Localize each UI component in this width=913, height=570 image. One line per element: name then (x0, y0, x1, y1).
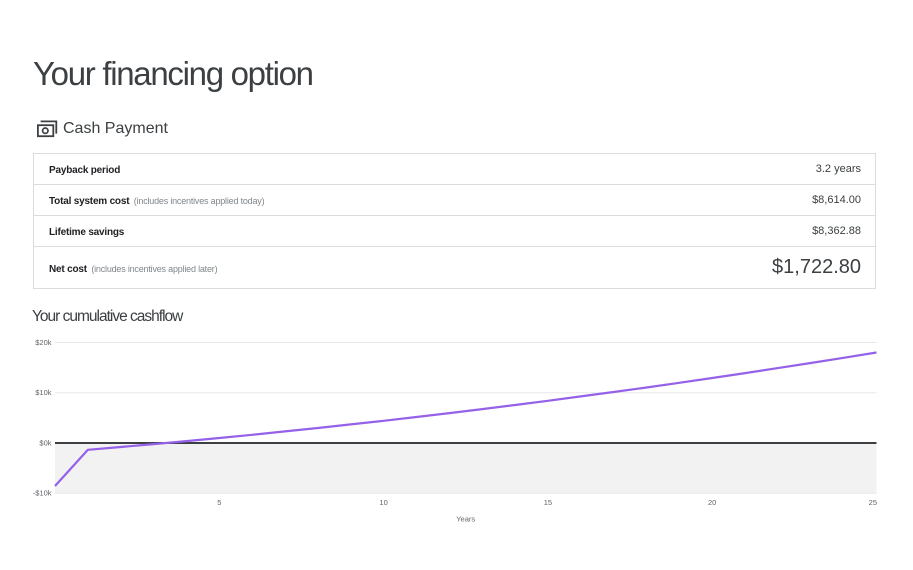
svg-text:$10k: $10k (35, 388, 52, 397)
svg-text:$0k: $0k (39, 439, 51, 448)
svg-text:$20k: $20k (35, 338, 52, 347)
svg-text:5: 5 (217, 498, 221, 507)
svg-text:-$10k: -$10k (33, 489, 52, 498)
svg-text:Years: Years (456, 515, 475, 524)
svg-text:15: 15 (544, 498, 552, 507)
svg-text:25: 25 (869, 498, 877, 507)
svg-text:10: 10 (379, 498, 387, 507)
svg-text:20: 20 (708, 498, 716, 507)
